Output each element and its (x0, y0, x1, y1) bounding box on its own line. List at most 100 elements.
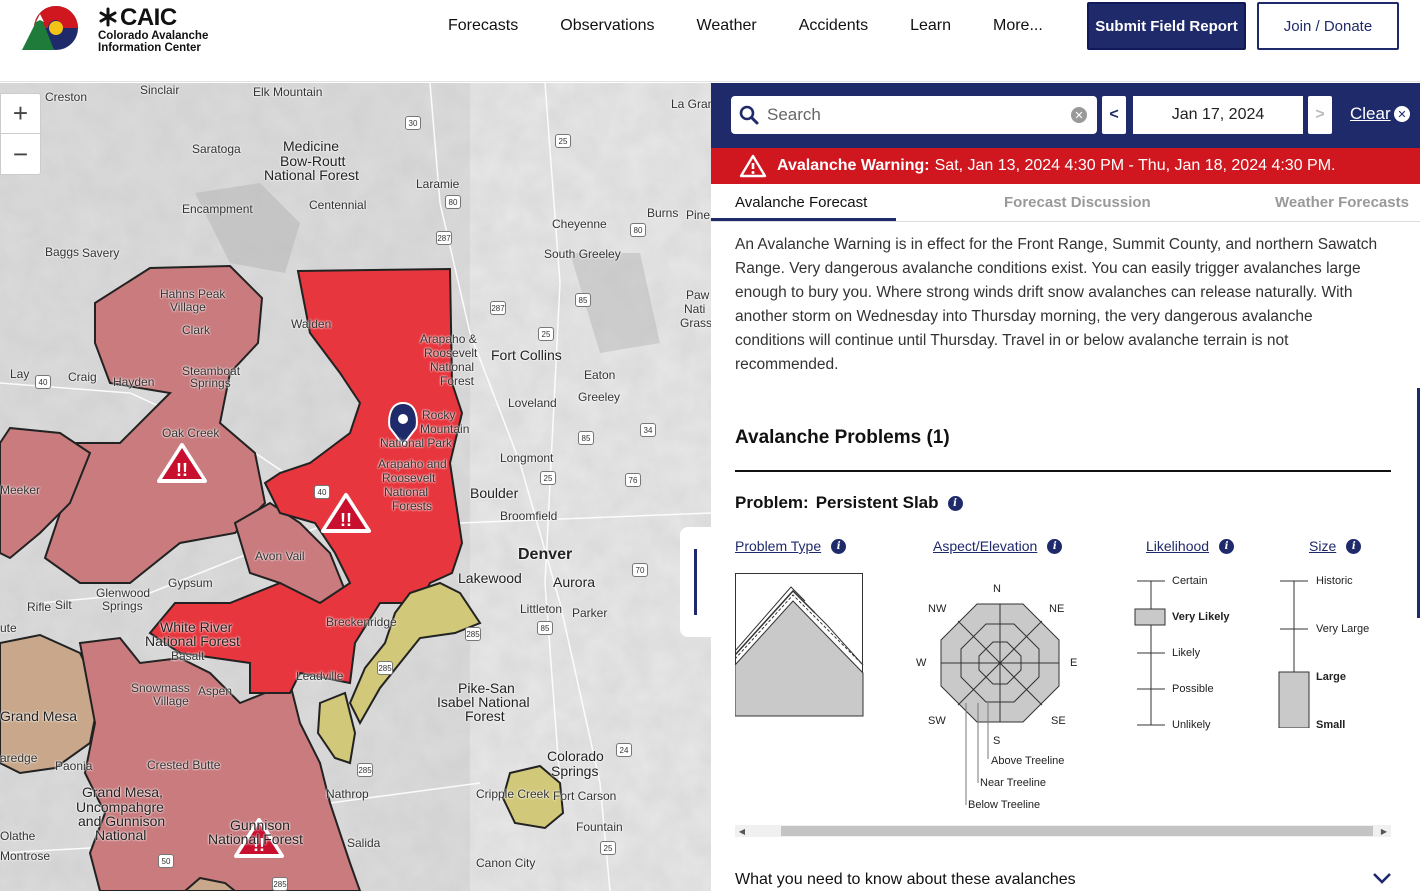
map-label: Grand Mesa, (82, 784, 163, 800)
previous-date-button[interactable]: < (1102, 96, 1126, 134)
active-tab-indicator (711, 218, 896, 221)
map-label: National Forest (208, 831, 303, 847)
map-label: South Greeley (544, 247, 621, 261)
svg-text:!!: !! (340, 510, 352, 530)
highway-shield: 50 (158, 854, 174, 868)
highway-shield: 25 (540, 471, 556, 485)
map-label: aredge (0, 751, 38, 765)
map-label: National Forest (145, 633, 240, 649)
map-label: Medicine (283, 138, 340, 154)
chevron-right-icon: > (1315, 106, 1325, 123)
info-icon[interactable]: i (1346, 538, 1362, 554)
nav-more[interactable]: More... (993, 17, 1043, 34)
problem-type-heading[interactable]: Problem Type i (735, 538, 847, 554)
map-label: Arapaho and (378, 457, 447, 471)
horizontal-scrollbar[interactable]: ◀ ▶ (735, 825, 1391, 837)
map-label: Burns (647, 206, 679, 220)
clear-search-icon[interactable]: ✕ (1071, 107, 1087, 123)
aspect-elevation-heading[interactable]: Aspect/Elevation i (933, 538, 1063, 554)
scrollbar-thumb[interactable] (781, 826, 1373, 836)
tab-avalanche-forecast[interactable]: Avalanche Forecast (735, 194, 868, 211)
clear-button[interactable]: Clear (1350, 104, 1391, 123)
join-donate-button[interactable]: Join / Donate (1257, 2, 1399, 50)
map-label: Silt (55, 598, 72, 612)
map-label: Gunnison (230, 817, 290, 833)
map-label: Springs (102, 599, 143, 613)
info-icon[interactable]: i (1047, 538, 1063, 554)
highway-shield: 76 (625, 473, 641, 487)
nav-forecasts[interactable]: Forecasts (448, 17, 519, 34)
likelihood-link[interactable]: Likelihood (1146, 538, 1210, 554)
highway-shield: 30 (405, 116, 421, 130)
aspect-sw: SW (928, 715, 946, 727)
info-icon[interactable]: i (1219, 538, 1235, 554)
aspect-s: S (993, 735, 1001, 747)
map-label: Saratoga (192, 142, 241, 156)
likelihood-very-likely: Very Likely (1172, 611, 1230, 623)
problem-type-link[interactable]: Problem Type (735, 538, 822, 554)
size-link[interactable]: Size (1309, 538, 1337, 554)
info-icon[interactable]: i (947, 495, 963, 511)
info-icon[interactable]: i (831, 538, 847, 554)
map-label: Lakewood (458, 570, 522, 586)
scroll-left-icon[interactable]: ◀ (738, 826, 746, 836)
map-label: National (430, 360, 475, 374)
near-treeline-label: Near Treeline (980, 777, 1047, 789)
problem-name: Persistent Slab (815, 493, 939, 512)
next-date-button[interactable]: > (1308, 96, 1332, 134)
submit-field-report-button[interactable]: Submit Field Report (1087, 2, 1246, 50)
likelihood-heading[interactable]: Likelihood i (1146, 538, 1235, 554)
map-label: Uncompahgre (76, 799, 164, 815)
map-label: Centennial (309, 198, 367, 212)
map-label: Broomfield (500, 509, 558, 523)
logo-subtitle-2: Information Center (98, 42, 201, 54)
nav-accidents[interactable]: Accidents (798, 17, 869, 34)
map-label: Breckenridge (326, 615, 397, 629)
search-input[interactable] (767, 102, 1047, 128)
nav-observations[interactable]: Observations (560, 17, 655, 34)
caic-logo[interactable]: CAIC Colorado Avalanche Information Cent… (22, 4, 222, 54)
highway-shield: 24 (616, 743, 632, 757)
map-label: Meeker (0, 483, 41, 497)
forecast-panel: ✕ < Jan 17, 2024 > Clear ✕ Avalanche War… (711, 83, 1420, 891)
highway-shield: 85 (578, 431, 594, 445)
zoom-out-button[interactable]: − (12, 138, 29, 169)
colorado-flag-mountain-icon (22, 6, 78, 50)
map-label: National (95, 827, 147, 843)
map-label: Fort Carson (553, 789, 617, 803)
panel-resize-handle[interactable] (680, 527, 711, 637)
what-to-know-toggle[interactable]: What you need to know about these avalan… (735, 871, 1076, 888)
scroll-right-icon[interactable]: ▶ (1380, 826, 1388, 836)
size-heading[interactable]: Size i (1309, 538, 1362, 554)
map-label: Savery (82, 246, 120, 260)
likelihood-certain: Certain (1172, 575, 1208, 587)
aspect-se: SE (1051, 715, 1066, 727)
map-label: Paonia (55, 759, 93, 773)
chevron-down-icon[interactable] (1371, 869, 1393, 887)
vertical-scrollbar[interactable] (1417, 388, 1420, 618)
date-picker[interactable]: Jan 17, 2024 (1133, 96, 1303, 134)
map-label: Paw (686, 288, 710, 302)
size-scale (1278, 580, 1310, 728)
highway-shield: 287 (436, 231, 452, 245)
nav-weather[interactable]: Weather (696, 17, 757, 34)
nav-learn[interactable]: Learn (910, 17, 951, 34)
map-label: Isabel National (437, 694, 530, 710)
map-label: Springs (190, 376, 231, 390)
snowflake-icon (99, 7, 117, 27)
size-very-large: Very Large (1316, 623, 1370, 635)
problem-header: Problem: Persistent Slab i (735, 493, 963, 513)
map-label: Laramie (416, 177, 460, 191)
map-label: Leadville (296, 669, 344, 683)
tab-weather-forecasts[interactable]: Weather Forecasts (1275, 194, 1409, 211)
tab-forecast-discussion[interactable]: Forecast Discussion (1004, 194, 1151, 211)
clear-x-icon[interactable]: ✕ (1394, 106, 1410, 122)
forecast-map[interactable]: !! !! !! + − Creston Sinclair Elk Mounta… (0, 83, 711, 891)
size-small: Small (1316, 719, 1346, 731)
zoom-in-button[interactable]: + (1, 94, 40, 134)
warning-triangle-icon (739, 154, 767, 178)
persistent-slab-icon (735, 573, 864, 717)
aspect-nw: NW (928, 603, 947, 615)
warning-marker-icon: !! (157, 443, 207, 483)
aspect-elevation-link[interactable]: Aspect/Elevation (933, 538, 1038, 554)
